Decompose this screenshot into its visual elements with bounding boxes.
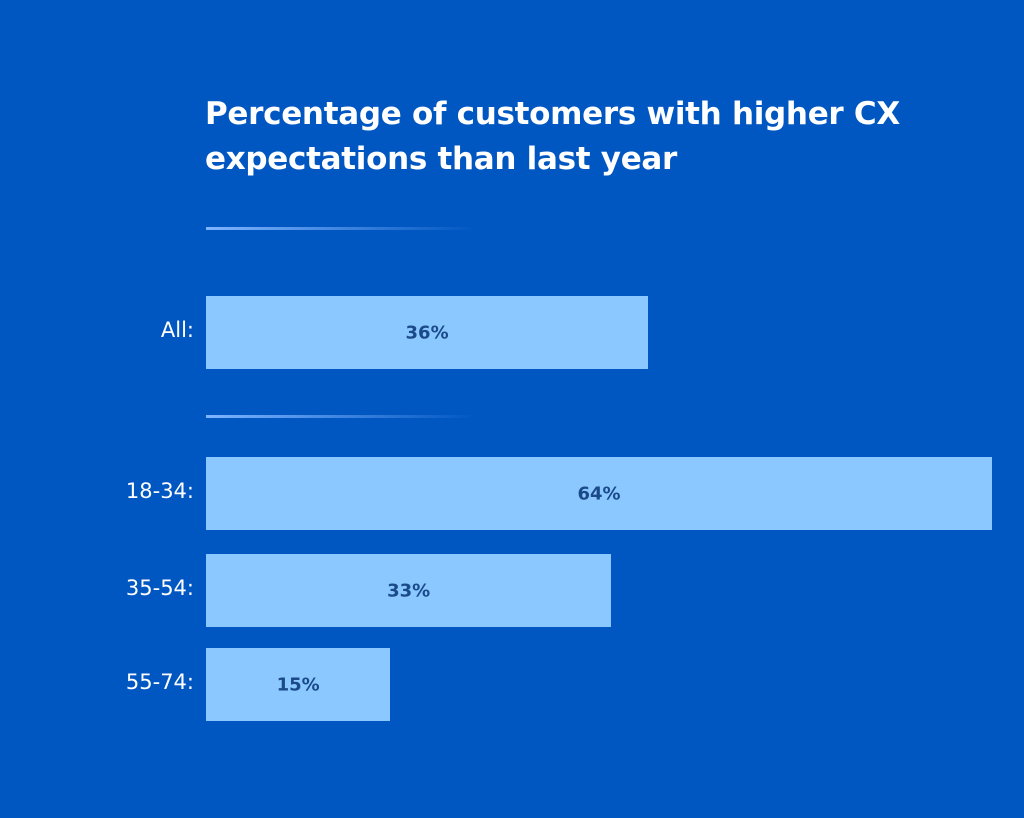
category-label: 35-54: xyxy=(125,576,194,600)
category-label: 55-74: xyxy=(125,670,194,694)
bar: 36% xyxy=(206,296,649,369)
data-label: 36% xyxy=(405,322,449,343)
data-label: 64% xyxy=(577,483,621,504)
bar: 33% xyxy=(206,554,612,627)
category-label: 18-34: xyxy=(125,479,194,503)
data-label: 15% xyxy=(276,674,320,695)
bar: 15% xyxy=(206,648,391,721)
category-label: All: xyxy=(160,318,194,342)
chart-title: Percentage of customers with higher CX e… xyxy=(205,96,900,177)
divider-middle xyxy=(206,415,476,418)
bar: 64% xyxy=(206,457,992,530)
data-label: 33% xyxy=(387,580,431,601)
divider-top xyxy=(206,227,476,230)
